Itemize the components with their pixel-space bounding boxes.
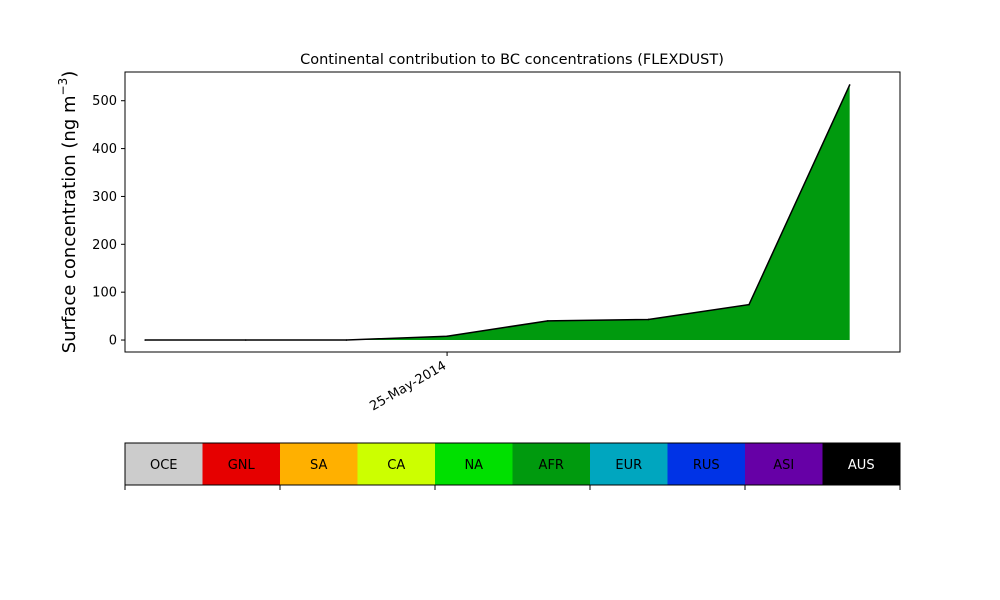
- data-point: [446, 335, 448, 338]
- legend-label: AUS: [848, 458, 875, 473]
- data-point: [647, 318, 650, 321]
- legend-label: OCE: [150, 458, 178, 473]
- data-point: [345, 339, 348, 341]
- area-series-outline: [145, 84, 851, 341]
- y-axis-label-text: Surface concentration (ng m: [59, 95, 80, 353]
- area-series-afr: [145, 84, 850, 341]
- y-axis-label-exponent: −3: [56, 78, 70, 96]
- data-point: [144, 339, 146, 341]
- legend-swatch-eur: [590, 443, 668, 485]
- legend-swatch-aus: [822, 443, 900, 485]
- data-point: [244, 339, 247, 341]
- y-tick-label: 0: [109, 334, 117, 349]
- legend-label: ASI: [773, 458, 794, 473]
- legend-swatch-oce: [125, 443, 203, 485]
- legend-label: GNL: [228, 458, 256, 473]
- y-axis-label-close: ): [59, 71, 80, 78]
- legend-frame: [124, 442, 901, 486]
- legend-swatch-gnl: [202, 443, 280, 485]
- y-tick-label: 400: [92, 142, 117, 157]
- y-tick-label: 200: [92, 238, 117, 253]
- data-point: [748, 303, 750, 306]
- y-axis-label: Surface concentration (ng m−3): [56, 71, 80, 354]
- legend-label: AFR: [539, 458, 564, 473]
- chart-title: Continental contribution to BC concentra…: [300, 52, 724, 68]
- legend-swatch-afr: [512, 443, 590, 485]
- plot-area: 0 100 200 300 400 500 25-May-2014: [92, 71, 901, 414]
- y-tick-label: 300: [92, 190, 117, 205]
- legend-label: EUR: [615, 458, 642, 473]
- legend-label: CA: [387, 458, 405, 473]
- legend-label: RUS: [693, 458, 720, 473]
- data-point: [546, 320, 549, 322]
- y-tick-label: 100: [92, 286, 117, 301]
- x-tick-label: 25-May-2014: [367, 358, 449, 414]
- plot-frame: [124, 71, 901, 353]
- data-point: [848, 84, 851, 86]
- legend-swatch-asi: [745, 443, 823, 485]
- legend-swatch-rus: [667, 443, 745, 485]
- legend-swatch-na: [435, 443, 513, 485]
- legend-swatch-ca: [357, 443, 435, 485]
- legend-colorbar: OCE GNL SA CA NA AFR EUR RUS ASI AUS: [124, 442, 901, 490]
- y-tick-label: 500: [92, 94, 117, 109]
- legend-label: NA: [464, 458, 483, 473]
- legend-label: SA: [310, 458, 327, 473]
- legend-swatch-sa: [280, 443, 358, 485]
